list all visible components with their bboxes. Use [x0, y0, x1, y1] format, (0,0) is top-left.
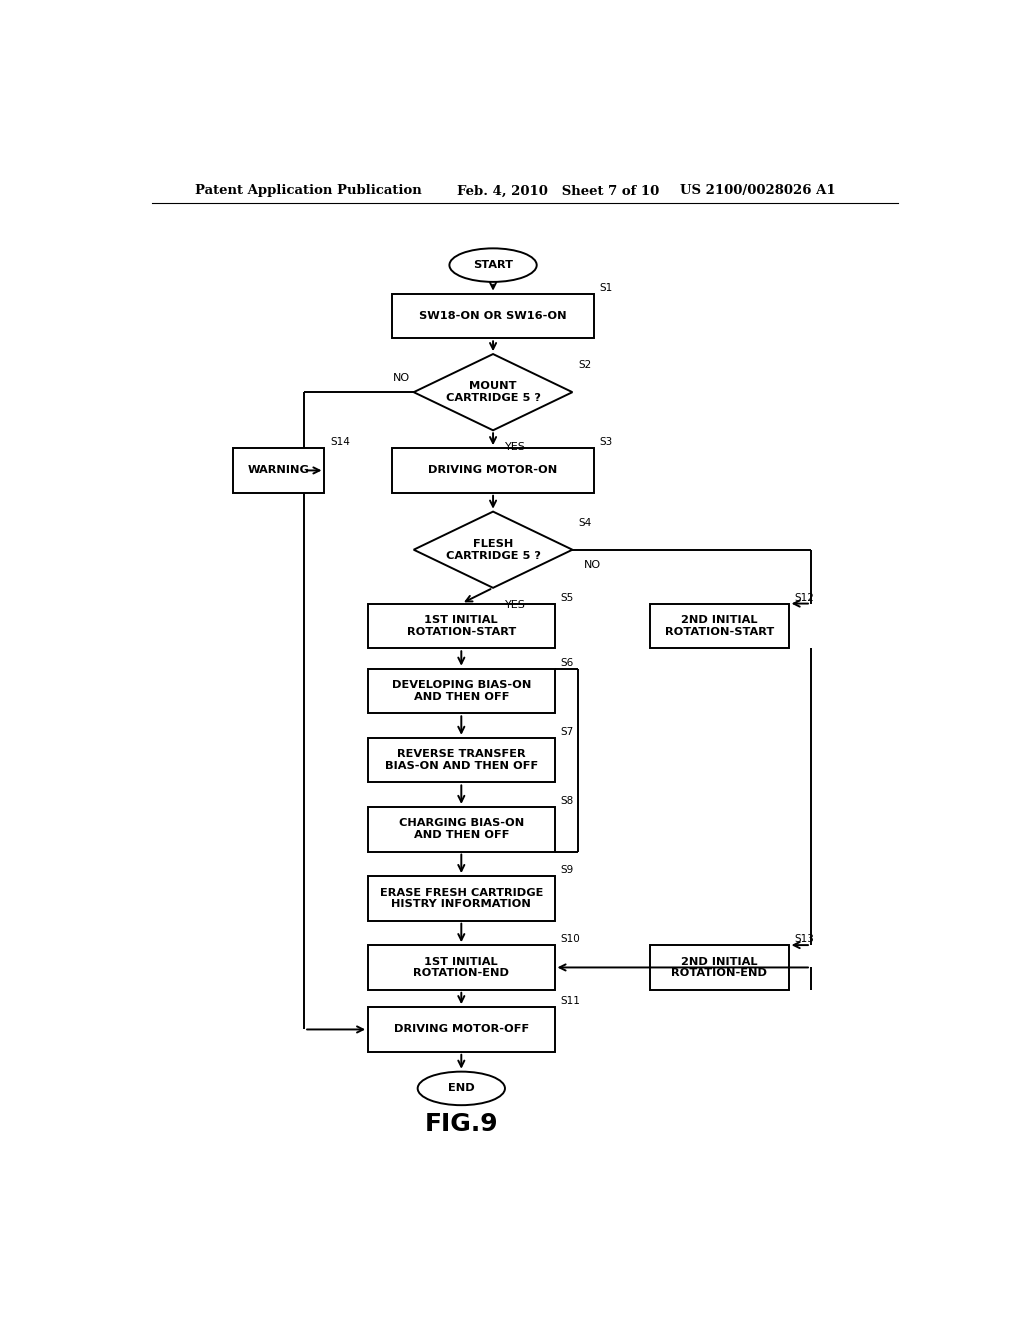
Polygon shape [414, 354, 572, 430]
Text: S9: S9 [560, 865, 573, 875]
FancyBboxPatch shape [368, 945, 555, 990]
Text: S14: S14 [330, 437, 350, 447]
Text: S13: S13 [795, 935, 814, 944]
Text: SW18-ON OR SW16-ON: SW18-ON OR SW16-ON [419, 312, 567, 321]
Text: WARNING: WARNING [248, 466, 309, 475]
Text: CHARGING BIAS-ON
AND THEN OFF: CHARGING BIAS-ON AND THEN OFF [398, 818, 524, 840]
Text: DRIVING MOTOR-OFF: DRIVING MOTOR-OFF [393, 1024, 529, 1035]
Ellipse shape [450, 248, 537, 282]
Text: S12: S12 [795, 593, 814, 602]
Text: 1ST INITIAL
ROTATION-START: 1ST INITIAL ROTATION-START [407, 615, 516, 636]
Text: DEVELOPING BIAS-ON
AND THEN OFF: DEVELOPING BIAS-ON AND THEN OFF [391, 680, 531, 702]
Text: DRIVING MOTOR-ON: DRIVING MOTOR-ON [428, 466, 558, 475]
Text: YES: YES [505, 601, 526, 610]
Text: MOUNT
CARTRIDGE 5 ?: MOUNT CARTRIDGE 5 ? [445, 381, 541, 403]
Text: FIG.9: FIG.9 [425, 1111, 498, 1137]
FancyBboxPatch shape [233, 447, 325, 492]
Text: 1ST INITIAL
ROTATION-END: 1ST INITIAL ROTATION-END [414, 957, 509, 978]
FancyBboxPatch shape [392, 293, 594, 338]
Text: S11: S11 [560, 997, 580, 1006]
Ellipse shape [418, 1072, 505, 1105]
Text: US 2100/0028026 A1: US 2100/0028026 A1 [680, 185, 836, 198]
FancyBboxPatch shape [650, 945, 788, 990]
Text: S6: S6 [560, 657, 573, 668]
FancyBboxPatch shape [368, 669, 555, 713]
Text: NO: NO [392, 374, 410, 383]
Text: S2: S2 [578, 360, 591, 370]
Text: S5: S5 [560, 593, 573, 602]
Text: NO: NO [585, 560, 601, 570]
Text: END: END [447, 1084, 475, 1093]
Text: S3: S3 [600, 437, 613, 447]
Text: REVERSE TRANSFER
BIAS-ON AND THEN OFF: REVERSE TRANSFER BIAS-ON AND THEN OFF [385, 750, 538, 771]
Text: S10: S10 [560, 935, 580, 944]
Text: 2ND INITIAL
ROTATION-START: 2ND INITIAL ROTATION-START [665, 615, 774, 636]
FancyBboxPatch shape [368, 738, 555, 783]
Text: START: START [473, 260, 513, 271]
Text: S7: S7 [560, 727, 573, 737]
Text: YES: YES [505, 442, 526, 453]
Text: S1: S1 [600, 282, 613, 293]
FancyBboxPatch shape [368, 603, 555, 648]
FancyBboxPatch shape [368, 1007, 555, 1052]
FancyBboxPatch shape [368, 876, 555, 921]
Text: S4: S4 [578, 517, 591, 528]
FancyBboxPatch shape [368, 807, 555, 851]
FancyBboxPatch shape [650, 603, 788, 648]
Polygon shape [414, 512, 572, 587]
Text: 2ND INITIAL
ROTATION-END: 2ND INITIAL ROTATION-END [672, 957, 767, 978]
FancyBboxPatch shape [392, 447, 594, 492]
Text: Feb. 4, 2010   Sheet 7 of 10: Feb. 4, 2010 Sheet 7 of 10 [458, 185, 659, 198]
Text: S8: S8 [560, 796, 573, 805]
Text: Patent Application Publication: Patent Application Publication [196, 185, 422, 198]
Text: ERASE FRESH CARTRIDGE
HISTRY INFORMATION: ERASE FRESH CARTRIDGE HISTRY INFORMATION [380, 887, 543, 909]
Text: FLESH
CARTRIDGE 5 ?: FLESH CARTRIDGE 5 ? [445, 539, 541, 561]
